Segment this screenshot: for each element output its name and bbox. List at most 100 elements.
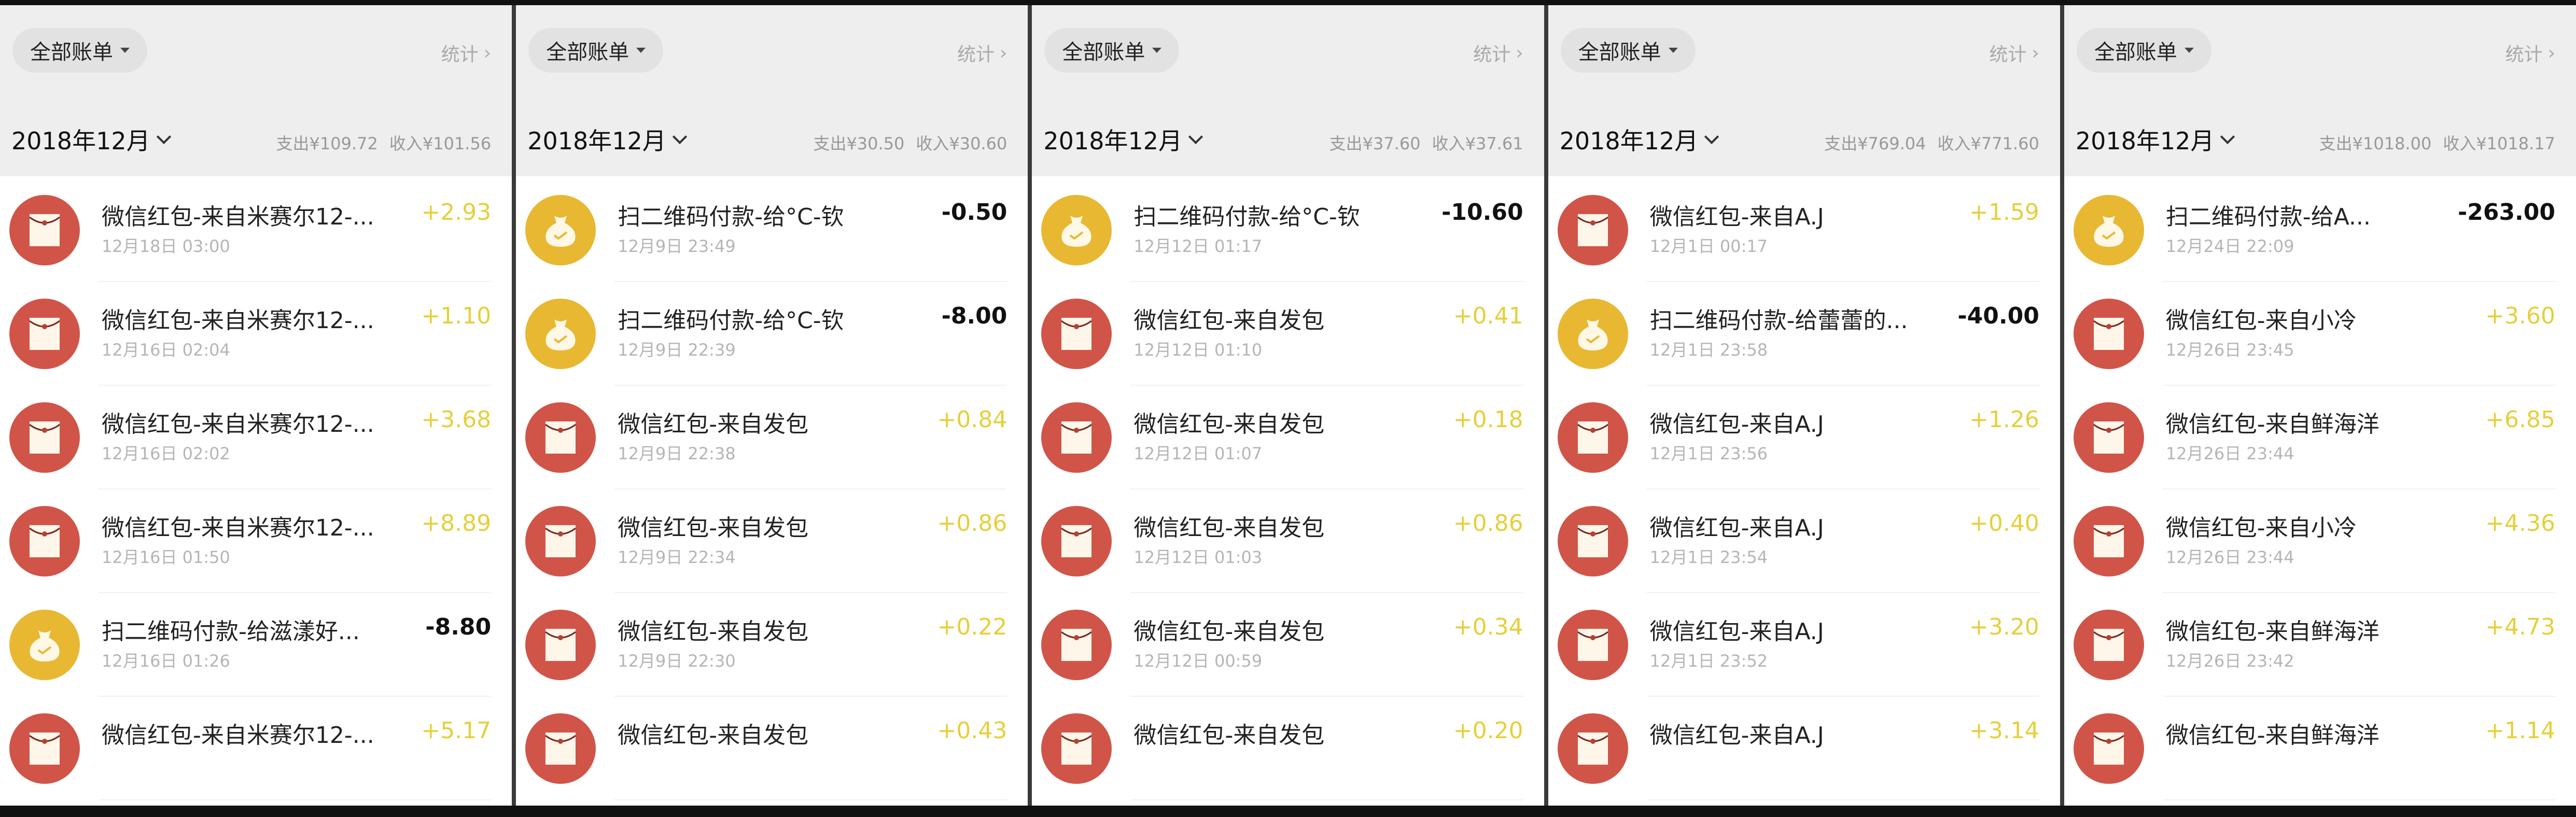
transaction-title: 微信红包-来自发包 [1133,515,1325,541]
transaction-title: 微信红包-来自发包 [618,515,809,541]
transaction-amount: +0.40 [1969,510,2039,537]
all-bills-filter-button[interactable]: 全部账单 [12,28,147,73]
statistics-link[interactable]: 统计 › [441,39,491,66]
statistics-link[interactable]: 统计 › [1473,39,1523,66]
chevron-right-icon: › [1000,42,1007,64]
transaction-title: 微信红包-来自米赛尔12-... [102,722,374,749]
transaction-row[interactable]: 微信红包-来自小冷 12月26日 23:45 +3.60 [2064,282,2576,386]
transaction-row[interactable]: 微信红包-来自A.J +3.14 [1548,697,2060,800]
transaction-row[interactable]: 微信红包-来自发包 12月9日 22:30 +0.22 [516,593,1028,697]
month-selector[interactable]: 2018年12月 [1043,122,1203,157]
all-bills-filter-button[interactable]: 全部账单 [2076,28,2211,73]
transaction-date: 12月12日 01:03 [1133,547,1263,567]
statistics-label: 统计 [1473,44,1511,65]
transaction-row[interactable]: 微信红包-来自米赛尔12-... 12月16日 01:50 +8.89 [0,489,512,593]
transaction-row[interactable]: 微信红包-来自米赛尔12-... 12月16日 02:02 +3.68 [0,386,512,489]
transaction-row[interactable]: 微信红包-来自米赛尔12-... +5.17 [0,697,512,800]
transaction-row[interactable]: 微信红包-来自发包 12月12日 01:07 +0.18 [1032,386,1544,489]
money-bag-icon [30,630,60,661]
transaction-row[interactable]: 微信红包-来自米赛尔12-... 12月16日 02:04 +1.10 [0,282,512,386]
transaction-date: 12月26日 23:44 [2165,444,2294,463]
transaction-title: 微信红包-来自鲜海洋 [2165,411,2379,438]
transaction-title: 微信红包-来自小冷 [2165,307,2357,334]
month-summary: 支出¥37.60 收入¥37.61 [1318,131,1523,154]
transaction-amount: +4.36 [2485,510,2556,537]
transaction-avatar [1041,402,1112,473]
transaction-row[interactable]: 微信红包-来自A.J 12月1日 00:17 +1.59 [1548,178,2060,282]
transaction-title: 微信红包-来自米赛尔12-... [102,204,374,230]
transaction-row[interactable]: 微信红包-来自A.J 12月1日 23:52 +3.20 [1548,593,2060,697]
month-selector[interactable]: 2018年12月 [527,122,687,157]
transaction-title: 扫二维码付款-给°C-钦 [1133,204,1360,230]
month-summary: 支出¥30.50 收入¥30.60 [802,131,1007,154]
statistics-link[interactable]: 统计 › [2505,39,2555,66]
transaction-row[interactable]: 扫二维码付款-给蕾蕾的... 12月1日 23:58 -40.00 [1548,282,2060,386]
transaction-date: 12月1日 23:58 [1649,340,1768,360]
transaction-row[interactable]: 微信红包-来自A.J 12月1日 23:56 +1.26 [1548,386,2060,489]
month-summary: 支出¥1018.00 收入¥1018.17 [2308,131,2555,154]
filter-label: 全部账单 [2094,40,2177,64]
transaction-date: 12月9日 22:34 [618,547,736,567]
transaction-row[interactable]: 微信红包-来自发包 +0.20 [1032,697,1544,800]
money-bag-icon [2094,216,2124,247]
transaction-row[interactable]: 微信红包-来自小冷 12月26日 23:44 +4.36 [2064,489,2576,593]
transaction-date: 12月26日 23:42 [2165,651,2294,671]
bill-header: 全部账单 统计 › 2018年12月 支出¥37.60 收入¥37.61 [1032,5,1544,176]
money-bag-icon [1061,216,1091,247]
transaction-row[interactable]: 扫二维码付款-给°C-钦 12月9日 22:39 -8.00 [516,282,1028,386]
red-packet-icon [29,318,60,350]
transaction-avatar [2073,506,2144,576]
all-bills-filter-button[interactable]: 全部账单 [528,28,664,73]
transaction-amount: +0.22 [937,614,1007,640]
all-bills-filter-button[interactable]: 全部账单 [1044,28,1180,73]
transaction-row[interactable]: 微信红包-来自鲜海洋 +1.14 [2064,697,2576,800]
transaction-avatar [1557,713,1628,784]
month-summary: 支出¥769.04 收入¥771.60 [1813,131,2039,154]
red-packet-icon [1061,629,1093,661]
month-selector[interactable]: 2018年12月 [2076,122,2235,157]
transaction-row[interactable]: 微信红包-来自米赛尔12-... 12月18日 03:00 +2.93 [0,178,512,282]
transaction-title: 微信红包-来自A.J [1649,618,1824,645]
transaction-row[interactable]: 扫二维码付款-给滋漾好... 12月16日 01:26 -8.80 [0,593,512,697]
transaction-row[interactable]: 微信红包-来自发包 12月9日 22:38 +0.84 [516,386,1028,489]
bill-header: 全部账单 统计 › 2018年12月 支出¥769.04 收入¥771.60 [1548,5,2060,176]
transaction-row[interactable]: 扫二维码付款-给°C-钦 12月9日 23:49 -0.50 [516,178,1028,282]
statistics-link[interactable]: 统计 › [1989,39,2039,66]
red-packet-icon [29,733,60,765]
month-selector[interactable]: 2018年12月 [1560,122,1719,157]
transaction-row[interactable]: 扫二维码付款-给A... 12月24日 22:09 -263.00 [2064,178,2576,282]
statistics-link[interactable]: 统计 › [957,39,1007,66]
statistics-label: 统计 [957,44,995,65]
caret-down-icon [1152,48,1162,53]
transaction-row[interactable]: 微信红包-来自鲜海洋 12月26日 23:44 +6.85 [2064,386,2576,489]
chevron-down-icon [1704,129,1719,145]
transaction-amount: +0.84 [937,406,1007,433]
transaction-date: 12月9日 23:49 [618,236,736,256]
transaction-avatar [525,402,596,473]
chevron-right-icon: › [1516,42,1523,64]
statistics-label: 统计 [1989,44,2027,65]
transaction-amount: +1.10 [421,303,492,329]
transaction-row[interactable]: 扫二维码付款-给°C-钦 12月12日 01:17 -10.60 [1032,178,1544,282]
income-total: 收入¥101.56 [389,134,492,153]
transaction-row[interactable]: 微信红包-来自鲜海洋 12月26日 23:42 +4.73 [2064,593,2576,697]
transaction-amount: +0.86 [937,510,1007,537]
transaction-row[interactable]: 微信红包-来自发包 +0.43 [516,697,1028,800]
transaction-avatar [9,195,80,265]
transaction-amount: +0.41 [1453,303,1523,329]
transaction-avatar [2073,610,2144,680]
transaction-row[interactable]: 微信红包-来自发包 12月12日 01:10 +0.41 [1032,282,1544,386]
transaction-row[interactable]: 微信红包-来自发包 12月9日 22:34 +0.86 [516,489,1028,593]
red-packet-icon [29,421,60,454]
all-bills-filter-button[interactable]: 全部账单 [1560,28,1696,73]
transaction-row[interactable]: 微信红包-来自A.J 12月1日 23:54 +0.40 [1548,489,2060,593]
caret-down-icon [120,48,130,53]
transaction-row[interactable]: 微信红包-来自发包 12月12日 00:59 +0.34 [1032,593,1544,697]
transaction-avatar [9,402,80,473]
transaction-row[interactable]: 微信红包-来自发包 12月12日 01:03 +0.86 [1032,489,1544,593]
transaction-title: 微信红包-来自发包 [1133,411,1325,438]
transaction-title: 微信红包-来自发包 [618,722,809,749]
month-selector[interactable]: 2018年12月 [11,122,171,157]
red-packet-icon [1061,421,1093,454]
transaction-date: 12月26日 23:44 [2165,547,2294,567]
